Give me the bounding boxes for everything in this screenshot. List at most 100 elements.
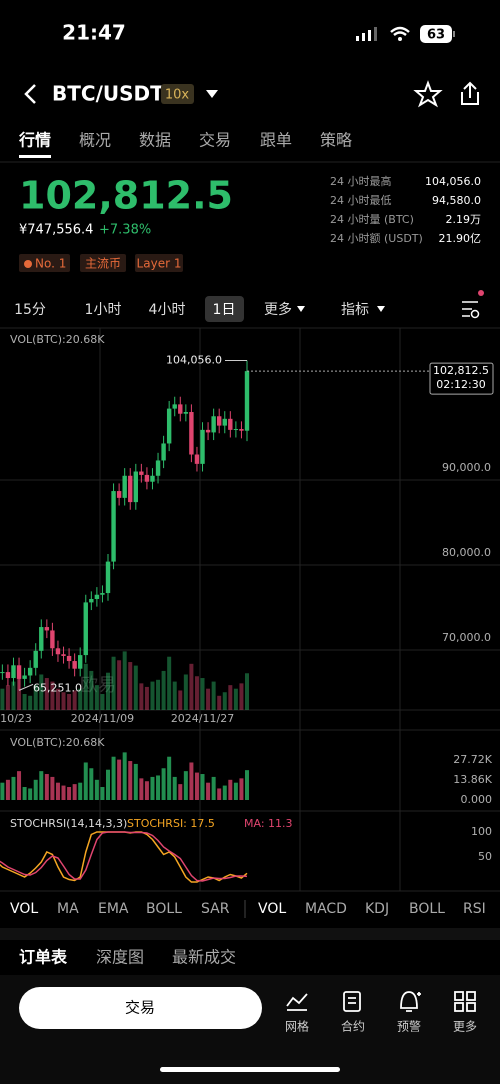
volume-overlay-bar <box>194 676 199 710</box>
volume-bar <box>222 785 227 800</box>
timeframe[interactable]: 15分 <box>14 302 46 318</box>
volume-bar <box>11 776 16 800</box>
pair: BTC/USDT <box>52 82 164 106</box>
tab[interactable]: 概况 <box>79 131 111 150</box>
nav-label[interactable]: 预警 <box>397 1019 421 1034</box>
indicator-sub[interactable]: BOLL <box>409 901 445 917</box>
candle-body <box>222 418 227 426</box>
trade-button[interactable] <box>19 987 262 1029</box>
candle-body <box>178 404 183 414</box>
candle-body <box>39 627 44 651</box>
order-tab[interactable]: 最新成交 <box>172 948 236 967</box>
wifi-icon <box>390 26 410 37</box>
tag-bg <box>80 254 126 272</box>
indicator-sub[interactable]: MACD <box>305 901 347 917</box>
signal-icon <box>356 27 377 41</box>
candle-body <box>50 630 55 649</box>
volume-overlay-bar <box>89 670 94 710</box>
indicator-main[interactable]: SAR <box>201 901 230 917</box>
volume-overlay-bar <box>44 678 49 710</box>
volume-overlay-bar <box>11 681 16 710</box>
nav-label[interactable]: 合约 <box>341 1019 365 1034</box>
tab[interactable]: 交易 <box>199 131 231 150</box>
timeframe[interactable]: 1小时 <box>85 302 122 318</box>
volume-bar <box>228 779 233 800</box>
back-button[interactable] <box>24 84 36 104</box>
stat-label: 24 小时额 (USDT) <box>330 232 423 245</box>
candle-body <box>83 602 88 656</box>
volume-bar <box>167 756 172 800</box>
volume-overlay-bar <box>117 660 122 710</box>
volume-overlay-bar <box>17 674 22 710</box>
last-price-label: 102,812.5 <box>433 364 489 377</box>
timeframe[interactable]: 更多 <box>264 301 292 318</box>
candle-body <box>183 412 189 414</box>
volume-overlay-bar <box>217 695 222 710</box>
volume-tick-label: 27.72K <box>453 753 492 766</box>
tab[interactable]: 数据 <box>139 131 171 150</box>
nav-label[interactable]: 网格 <box>285 1019 309 1034</box>
timeframe[interactable]: 指标 <box>341 302 369 318</box>
indicator-main[interactable]: BOLL <box>146 901 182 917</box>
candle-body <box>217 416 222 426</box>
volume-overlay-bar <box>50 681 55 710</box>
leverage-badge <box>161 84 194 104</box>
timeframe[interactable]: 1日 <box>213 302 236 318</box>
share-button[interactable] <box>461 81 479 105</box>
settings-dot <box>478 290 484 296</box>
indicator-sub[interactable]: VOL <box>258 901 286 917</box>
leverage: 10x <box>165 88 190 103</box>
high-label: 104,056.0 <box>166 354 222 367</box>
volume-bar <box>211 776 216 800</box>
stat-label: 24 小时最高 <box>330 174 392 188</box>
volume-bar <box>83 762 88 800</box>
x-tick-label: 10/23 <box>0 712 32 725</box>
battery-tip <box>453 31 455 37</box>
volume-overlay-bar <box>128 662 133 710</box>
tag: 主流币 <box>85 257 121 271</box>
volume-overlay-bar <box>100 694 105 710</box>
candle-body <box>111 491 116 562</box>
volume-bar <box>89 768 94 800</box>
volume-overlay-bar <box>161 670 166 710</box>
volume-bar <box>161 768 166 800</box>
volume-overlay-bar <box>183 674 188 710</box>
battery-level: 63 <box>427 28 445 43</box>
order-tab[interactable]: 订单表 <box>19 948 68 967</box>
candle-body <box>72 661 77 669</box>
volume-bar <box>72 784 77 800</box>
candle-body <box>172 404 177 409</box>
indicator-sub[interactable]: KDJ <box>365 901 389 917</box>
order-tab[interactable]: 深度图 <box>96 948 144 967</box>
candle-body <box>228 418 233 430</box>
volume-bar <box>39 771 44 800</box>
nav-label[interactable]: 更多 <box>453 1020 477 1034</box>
stat-label: 24 小时最低 <box>330 194 392 207</box>
tab[interactable]: 策略 <box>320 131 352 150</box>
indicator-main[interactable]: VOL <box>10 901 38 917</box>
candle-body <box>105 561 111 594</box>
gap-band <box>0 928 500 940</box>
indicator-main[interactable]: EMA <box>98 901 129 917</box>
volume-overlay-bar <box>22 694 27 710</box>
volume-overlay-bar <box>245 673 249 710</box>
favorite-button[interactable] <box>413 80 443 108</box>
volume-bar <box>33 779 38 800</box>
volume-overlay-bar <box>139 683 144 710</box>
tab[interactable]: 行情 <box>18 131 51 150</box>
stoch-tick-label: 50 <box>478 850 492 863</box>
volume-overlay-bar <box>228 685 233 710</box>
pair-dropdown[interactable] <box>206 90 218 98</box>
volume-bar <box>189 762 194 800</box>
indicator-sub[interactable]: RSI <box>463 901 486 917</box>
tab[interactable]: 跟单 <box>260 131 292 150</box>
candle-body <box>61 654 66 656</box>
candle-body <box>94 594 100 600</box>
candle-body <box>33 650 38 668</box>
status-time: 21:47 <box>62 21 126 45</box>
timeframe[interactable]: 4小时 <box>149 302 186 318</box>
volume-overlay-bar <box>61 692 66 710</box>
settings-icon[interactable] <box>462 301 478 317</box>
volume-bar <box>200 774 205 800</box>
indicator-main[interactable]: MA <box>57 901 79 917</box>
